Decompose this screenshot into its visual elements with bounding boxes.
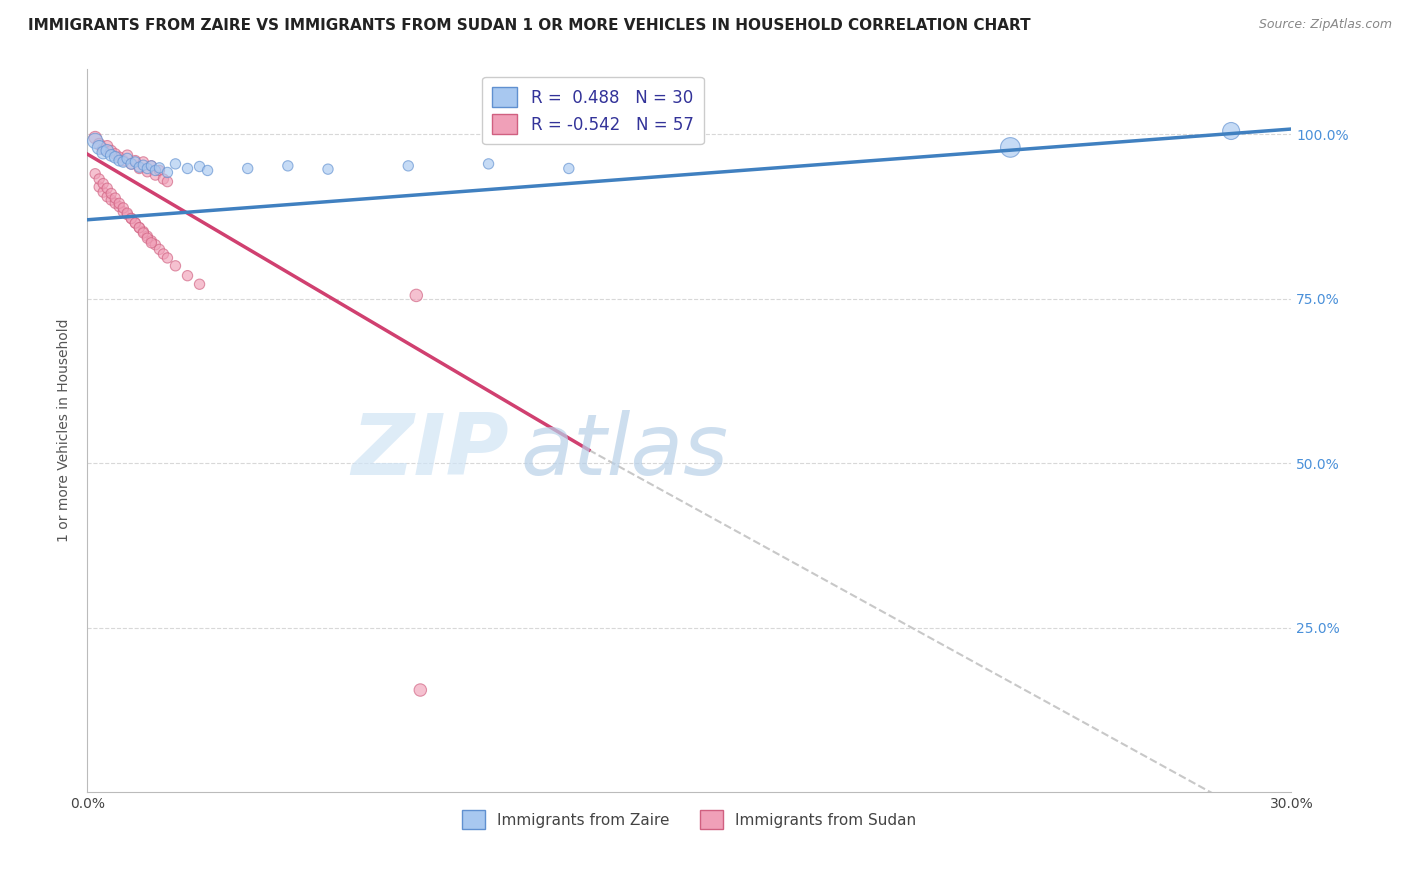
Point [156, 175, 179, 189]
Y-axis label: 1 or more Vehicles in Household: 1 or more Vehicles in Household [58, 318, 72, 542]
Point [112, 205, 135, 219]
Point [156, 251, 179, 265]
Point [145, 237, 167, 252]
Point [277, 159, 299, 173]
Text: IMMIGRANTS FROM ZAIRE VS IMMIGRANTS FROM SUDAN 1 OR MORE VEHICLES IN HOUSEHOLD C: IMMIGRANTS FROM ZAIRE VS IMMIGRANTS FROM… [28, 18, 1031, 33]
Point [91, 142, 114, 156]
Point [96, 139, 118, 153]
Point [96, 190, 118, 204]
Point [176, 268, 198, 283]
Point [91, 185, 114, 199]
Point [1220, 124, 1243, 138]
Point [132, 158, 155, 172]
Point [89, 140, 111, 154]
Point [104, 191, 127, 205]
Point [100, 148, 122, 162]
Point [132, 225, 155, 239]
Point [124, 155, 146, 169]
Point [156, 165, 179, 179]
Point [152, 172, 174, 186]
Point [84, 167, 107, 181]
Point [165, 157, 187, 171]
Point [84, 134, 107, 148]
Point [104, 196, 127, 211]
Point [128, 161, 150, 176]
Point [141, 159, 163, 173]
Point [117, 206, 139, 220]
Point [148, 161, 170, 175]
Point [91, 177, 114, 191]
Point [136, 161, 159, 176]
Point [89, 137, 111, 152]
Point [112, 155, 135, 169]
Point [148, 243, 170, 257]
Point [128, 220, 150, 235]
Point [120, 157, 142, 171]
Point [112, 153, 135, 168]
Point [236, 161, 259, 176]
Point [132, 226, 155, 240]
Point [124, 216, 146, 230]
Text: Source: ZipAtlas.com: Source: ZipAtlas.com [1258, 18, 1392, 31]
Point [89, 172, 111, 186]
Point [120, 157, 142, 171]
Point [100, 144, 122, 158]
Point [141, 234, 163, 248]
Point [120, 211, 142, 226]
Point [136, 231, 159, 245]
Point [108, 150, 131, 164]
Point [141, 159, 163, 173]
Point [132, 155, 155, 169]
Point [148, 163, 170, 178]
Point [145, 168, 167, 182]
Point [91, 145, 114, 160]
Point [409, 683, 432, 698]
Point [100, 186, 122, 201]
Point [1000, 140, 1022, 154]
Point [117, 148, 139, 162]
Point [120, 211, 142, 226]
Point [112, 201, 135, 215]
Point [152, 247, 174, 261]
Point [104, 150, 127, 164]
Point [477, 157, 499, 171]
Point [96, 181, 118, 195]
Point [104, 147, 127, 161]
Point [197, 163, 219, 178]
Point [558, 161, 581, 176]
Point [117, 207, 139, 221]
Point [145, 163, 167, 178]
Point [84, 130, 107, 145]
Point [316, 162, 339, 177]
Point [176, 161, 198, 176]
Point [396, 159, 419, 173]
Point [136, 165, 159, 179]
Point [108, 200, 131, 214]
Point [188, 277, 211, 292]
Point [124, 216, 146, 230]
Point [141, 235, 163, 250]
Point [124, 153, 146, 168]
Legend: Immigrants from Zaire, Immigrants from Sudan: Immigrants from Zaire, Immigrants from S… [456, 804, 922, 835]
Point [128, 160, 150, 174]
Point [108, 196, 131, 211]
Point [89, 180, 111, 194]
Point [405, 288, 427, 302]
Point [108, 153, 131, 168]
Point [117, 152, 139, 166]
Text: ZIP: ZIP [352, 410, 509, 493]
Point [165, 259, 187, 273]
Point [188, 160, 211, 174]
Point [128, 220, 150, 235]
Text: atlas: atlas [520, 410, 728, 493]
Point [96, 144, 118, 158]
Point [100, 193, 122, 207]
Point [136, 229, 159, 244]
